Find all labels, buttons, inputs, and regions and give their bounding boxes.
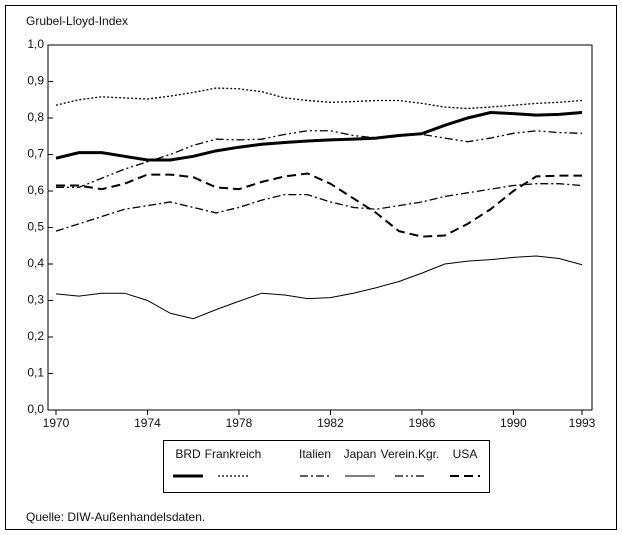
legend-box — [163, 440, 490, 493]
series-line — [55, 183, 583, 232]
y-tick-label: 0,6 — [27, 183, 44, 197]
source: Quelle: DIW-Außenhandelsdaten. — [26, 510, 205, 524]
x-tick-label: 1990 — [500, 416, 527, 430]
series-line — [55, 111, 583, 162]
x-tick-label: 1978 — [226, 416, 253, 430]
y-tick-label: 0,2 — [27, 329, 44, 343]
y-tick-label: 0,1 — [27, 366, 44, 380]
frame — [5, 5, 617, 530]
chart-title: Grubel-Lloyd-Index — [26, 14, 128, 28]
y-tick-label: 0,0 — [27, 402, 44, 416]
x-tick-label: 1974 — [134, 416, 161, 430]
y-tick-label: 1,0 — [27, 37, 44, 51]
plot-frame — [47, 44, 593, 411]
legend-label: Italien — [299, 447, 331, 461]
x-tick-label: 1986 — [409, 416, 436, 430]
series-line — [56, 172, 582, 238]
y-tick-label: 0,4 — [27, 256, 44, 270]
y-tick-label: 0,9 — [27, 74, 44, 88]
legend-label: USA — [453, 447, 478, 461]
y-tick-label: 0,7 — [27, 147, 44, 161]
y-tick-label: 0,5 — [27, 220, 44, 234]
series-line — [55, 255, 583, 320]
legend-label: Frankreich — [205, 447, 262, 461]
y-tick-label: 0,3 — [27, 293, 44, 307]
series-line — [55, 87, 583, 110]
legend-label: Japan — [344, 447, 377, 461]
y-tick-label: 0,8 — [27, 110, 44, 124]
x-tick-label: 1993 — [569, 416, 596, 430]
legend-label: BRD — [175, 447, 201, 461]
legend-label: Verein.Kgr. — [381, 447, 440, 461]
x-tick-label: 1970 — [43, 416, 70, 430]
x-tick-label: 1982 — [317, 416, 344, 430]
